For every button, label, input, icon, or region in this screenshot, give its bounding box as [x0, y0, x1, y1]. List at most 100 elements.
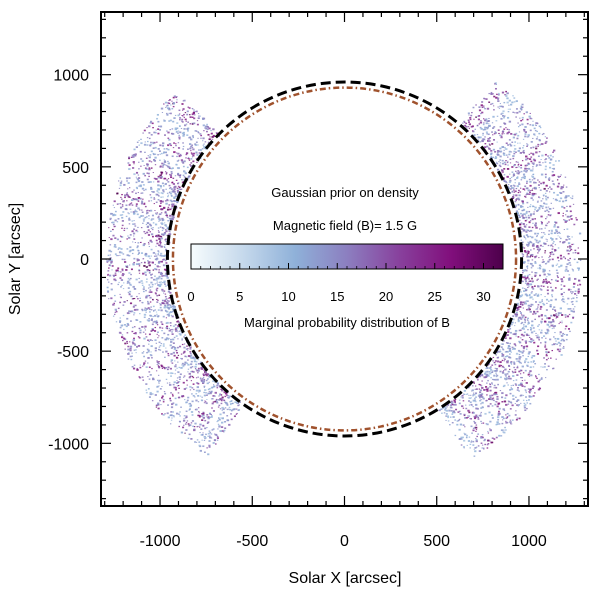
density-pixel: [181, 132, 185, 135]
density-pixel: [467, 386, 470, 389]
density-pixel: [544, 165, 547, 168]
density-pixel: [168, 108, 171, 111]
density-pixel: [162, 274, 165, 277]
density-pixel: [477, 118, 480, 121]
density-pixel: [546, 302, 548, 304]
density-pixel: [180, 357, 182, 360]
density-pixel: [157, 374, 160, 376]
density-pixel: [157, 309, 160, 311]
density-pixel: [516, 137, 519, 140]
density-pixel: [138, 185, 140, 187]
density-pixel: [147, 349, 150, 352]
density-pixel: [494, 363, 497, 366]
density-pixel: [539, 244, 542, 247]
density-pixel: [554, 249, 557, 251]
density-pixel: [470, 425, 473, 428]
density-pixel: [545, 332, 547, 335]
density-pixel: [551, 349, 553, 352]
density-pixel: [570, 310, 573, 312]
density-pixel: [185, 410, 188, 413]
density-pixel: [207, 435, 210, 437]
density-pixel: [463, 432, 465, 434]
density-pixel: [504, 146, 506, 149]
density-pixel: [121, 334, 124, 336]
density-pixel: [515, 166, 517, 169]
density-pixel: [163, 163, 165, 165]
density-pixel: [538, 324, 540, 326]
density-pixel: [158, 382, 160, 384]
density-pixel: [544, 192, 547, 194]
density-pixel: [214, 395, 217, 397]
density-pixel: [507, 328, 510, 331]
density-pixel: [176, 187, 179, 189]
density-pixel: [136, 211, 138, 213]
density-pixel: [167, 144, 170, 147]
density-pixel: [571, 215, 573, 217]
density-pixel: [159, 306, 162, 309]
density-pixel: [528, 286, 530, 288]
density-pixel: [160, 237, 163, 240]
density-pixel: [559, 345, 561, 347]
density-pixel: [523, 177, 526, 180]
density-pixel: [172, 411, 174, 413]
density-pixel: [113, 225, 116, 228]
density-pixel: [551, 258, 554, 261]
density-pixel: [547, 317, 551, 320]
density-pixel: [547, 351, 550, 354]
density-pixel: [172, 215, 175, 217]
density-pixel: [525, 158, 528, 161]
density-pixel: [462, 393, 465, 395]
density-pixel: [528, 210, 531, 213]
density-pixel: [529, 402, 532, 405]
density-pixel: [195, 408, 198, 411]
density-pixel: [150, 196, 153, 199]
density-pixel: [475, 396, 477, 398]
density-pixel: [148, 271, 151, 274]
density-pixel: [134, 210, 137, 213]
density-pixel: [149, 339, 152, 342]
density-pixel: [119, 326, 122, 329]
density-pixel: [531, 192, 534, 195]
density-pixel: [168, 290, 171, 293]
density-pixel: [181, 362, 184, 365]
density-pixel: [198, 412, 200, 414]
density-pixel: [135, 198, 138, 201]
density-pixel: [518, 404, 521, 406]
density-pixel: [544, 242, 547, 245]
density-pixel: [156, 235, 159, 238]
density-pixel: [144, 141, 146, 143]
density-pixel: [461, 396, 464, 399]
density-pixel: [211, 407, 213, 409]
density-pixel: [523, 402, 526, 405]
density-pixel: [519, 350, 522, 353]
density-pixel: [160, 212, 163, 214]
density-pixel: [173, 197, 176, 199]
density-pixel: [520, 177, 523, 179]
density-pixel: [557, 247, 560, 249]
density-pixel: [218, 425, 221, 428]
density-pixel: [197, 367, 200, 370]
density-pixel: [529, 191, 531, 194]
density-pixel: [195, 441, 198, 443]
density-pixel: [120, 336, 124, 339]
density-pixel: [511, 141, 514, 143]
density-pixel: [196, 386, 200, 389]
density-pixel: [484, 136, 486, 138]
density-pixel: [518, 294, 521, 297]
density-pixel: [128, 272, 131, 274]
density-pixel: [500, 346, 503, 348]
density-pixel: [557, 260, 560, 262]
density-pixel: [129, 202, 132, 205]
density-pixel: [195, 393, 198, 395]
density-pixel: [120, 248, 123, 250]
density-pixel: [141, 192, 144, 194]
density-pixel: [185, 401, 188, 404]
density-pixel: [169, 119, 172, 122]
density-pixel: [162, 351, 164, 353]
density-pixel: [159, 176, 163, 179]
density-pixel: [152, 147, 155, 149]
density-pixel: [114, 274, 117, 276]
density-pixel: [134, 344, 137, 346]
density-pixel: [173, 102, 176, 105]
density-pixel: [509, 392, 512, 395]
